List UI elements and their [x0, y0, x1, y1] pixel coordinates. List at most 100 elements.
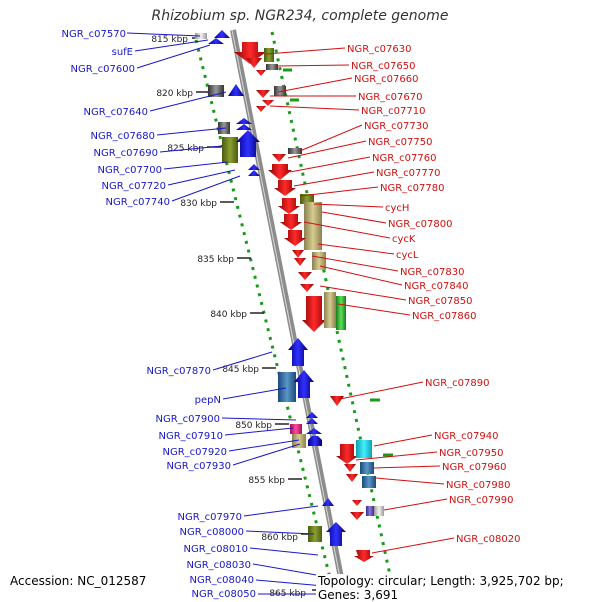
gene-label[interactable]: NGR_c08030 [187, 560, 252, 571]
gene-label[interactable]: NGR_c08050 [192, 589, 257, 600]
gene-label[interactable]: NGR_c07750 [368, 137, 433, 148]
connector-line [373, 434, 433, 447]
gene-label[interactable]: NGR_c07640 [84, 107, 149, 118]
gene-block [356, 440, 372, 458]
gene-label[interactable]: NGR_c07930 [167, 461, 232, 472]
connector-line [252, 563, 323, 577]
gene-block [266, 64, 278, 70]
connector-line [269, 105, 360, 111]
gene-label[interactable]: NGR_c07650 [351, 61, 416, 72]
gene-label[interactable]: NGR_c07960 [442, 462, 507, 473]
gene-label[interactable]: NGR_c08020 [456, 534, 521, 545]
gene-label[interactable]: NGR_c07900 [156, 414, 221, 425]
topology-text: Topology: circular; Length: 3,925,702 bp… [316, 574, 600, 602]
gene-label[interactable]: NGR_c07600 [71, 64, 136, 75]
connector-line [134, 39, 209, 52]
gene-label[interactable]: NGR_c07780 [380, 183, 445, 194]
gene-label[interactable]: NGR_c07850 [408, 296, 473, 307]
gene-block [278, 372, 296, 402]
gene-label[interactable]: NGR_c07940 [434, 431, 499, 442]
connector-line [319, 285, 407, 301]
connector-line [311, 255, 399, 272]
gene-label[interactable]: NGR_c07710 [361, 106, 426, 117]
forward-gene-arrow [306, 428, 322, 434]
gene-label[interactable]: NGR_c07890 [425, 378, 490, 389]
gene-label[interactable]: cycH [385, 203, 409, 214]
connector-line [275, 64, 350, 67]
forward-gene-arrow [228, 84, 244, 96]
connector-line [373, 465, 441, 469]
gene-label[interactable]: NGR_c07950 [439, 448, 504, 459]
gene-label[interactable]: NGR_c07840 [404, 281, 469, 292]
map-title: Rhizobium sp. NGR234, complete genome [151, 8, 449, 24]
gene-label[interactable]: NGR_c08000 [180, 527, 245, 538]
gene-label[interactable]: NGR_c07720 [102, 181, 167, 192]
connector-line [287, 140, 367, 159]
forward-gene-arrow [248, 164, 260, 170]
connector-line [245, 530, 315, 535]
connector-line [375, 477, 445, 485]
connector-line [222, 387, 287, 400]
connector-line [371, 537, 455, 554]
gene-label[interactable]: NGR_c08010 [184, 544, 249, 555]
forward-gene-arrow [308, 436, 322, 446]
gene-label[interactable]: NGR_c07920 [163, 447, 228, 458]
gene-label[interactable]: NGR_c07690 [94, 148, 159, 159]
gene-label[interactable]: cycL [396, 250, 419, 261]
connector-line [228, 439, 300, 452]
gene-label[interactable]: NGR_c07860 [412, 311, 477, 322]
gene-label[interactable]: NGR_c07680 [91, 131, 156, 142]
accession-text: Accession: NC_012587 [8, 574, 149, 588]
gene-label[interactable]: sufE [112, 47, 133, 58]
connector-line [255, 579, 325, 587]
reverse-gene-arrow [256, 70, 266, 76]
connector-line [212, 351, 273, 371]
gene-block [374, 506, 384, 516]
gene-label[interactable]: NGR_c07910 [159, 431, 224, 442]
gene-label[interactable]: NGR_c07770 [376, 168, 441, 179]
gene-label[interactable]: NGR_c07630 [347, 44, 412, 55]
kbp-label: 850 kbp [235, 421, 272, 431]
reverse-gene-arrow [300, 284, 314, 292]
gene-label[interactable]: NGR_c07980 [446, 480, 511, 491]
gene-label[interactable]: NGR_c07990 [449, 495, 514, 506]
connector-line [299, 124, 363, 152]
reverse-gene-arrow [344, 464, 356, 472]
gene-label[interactable]: NGR_c07870 [147, 366, 212, 377]
gene-label[interactable]: NGR_c07660 [354, 74, 419, 85]
gene-block [324, 292, 336, 328]
gene-label[interactable]: NGR_c07700 [98, 165, 163, 176]
gene-block [264, 48, 274, 62]
left-dotted-track [194, 39, 337, 599]
gene-block [274, 86, 286, 96]
forward-gene-arrow [236, 124, 252, 130]
gene-label[interactable]: NGR_c07570 [62, 29, 127, 40]
reverse-gene-arrow [298, 272, 312, 280]
gene-block [290, 424, 302, 434]
gene-label[interactable]: cycK [392, 234, 416, 245]
connector-line [249, 547, 319, 556]
kbp-label: 825 kbp [167, 144, 204, 154]
kbp-label: 855 kbp [248, 476, 285, 486]
kbp-label: 860 kbp [261, 533, 298, 543]
gene-label[interactable]: NGR_c07740 [106, 197, 171, 208]
reverse-gene-arrow [352, 500, 362, 506]
gene-label[interactable]: NGR_c07800 [388, 219, 453, 230]
connector-line [355, 451, 438, 461]
gene-label[interactable]: NGR_c07830 [400, 267, 465, 278]
gene-label[interactable]: NGR_c08040 [190, 575, 255, 586]
right-track-ticks [283, 68, 393, 457]
reverse-gene-arrow [268, 164, 292, 180]
gene-label[interactable]: NGR_c07670 [358, 92, 423, 103]
connector-line [224, 427, 294, 436]
gene-label[interactable]: NGR_c07970 [178, 512, 243, 523]
reverse-gene-arrow [284, 230, 306, 246]
gene-block [366, 506, 374, 516]
gene-label[interactable]: NGR_c07760 [372, 153, 437, 164]
forward-gene-arrow [294, 370, 314, 398]
connector-line [317, 243, 395, 255]
gene-label[interactable]: NGR_c07730 [364, 121, 429, 132]
gene-label[interactable]: pepN [195, 395, 221, 406]
connector-line [313, 203, 384, 208]
kbp-label: 820 kbp [156, 89, 193, 99]
